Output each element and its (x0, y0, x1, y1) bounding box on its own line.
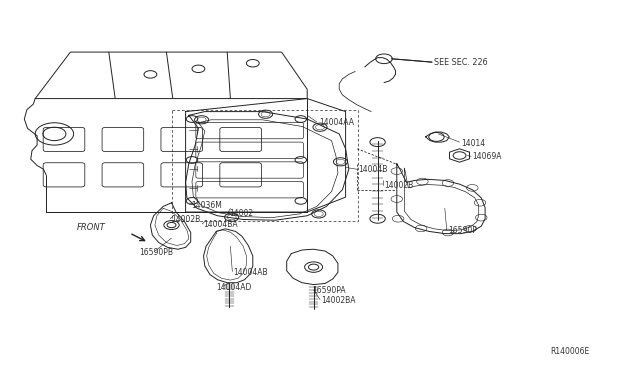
Text: 14002: 14002 (229, 209, 253, 218)
Text: 14036M: 14036M (191, 201, 221, 210)
Text: 16590P: 16590P (448, 226, 477, 235)
Text: 14004AD: 14004AD (216, 283, 252, 292)
Text: 14014: 14014 (461, 139, 485, 148)
Text: 14004AA: 14004AA (319, 118, 354, 126)
Text: 14069A: 14069A (472, 152, 502, 161)
Text: FRONT: FRONT (77, 223, 106, 232)
Text: 14002B: 14002B (384, 182, 413, 190)
Text: 14002B: 14002B (172, 215, 201, 224)
Text: 14002BA: 14002BA (321, 296, 356, 305)
Text: 14004B: 14004B (358, 165, 388, 174)
Text: R140006E: R140006E (550, 347, 589, 356)
Text: 14004BA: 14004BA (204, 220, 238, 229)
Text: 16590PB: 16590PB (140, 248, 173, 257)
Text: 16590PA: 16590PA (312, 286, 346, 295)
Text: SEE SEC. 226: SEE SEC. 226 (434, 58, 488, 67)
Text: 14004AB: 14004AB (234, 268, 268, 277)
